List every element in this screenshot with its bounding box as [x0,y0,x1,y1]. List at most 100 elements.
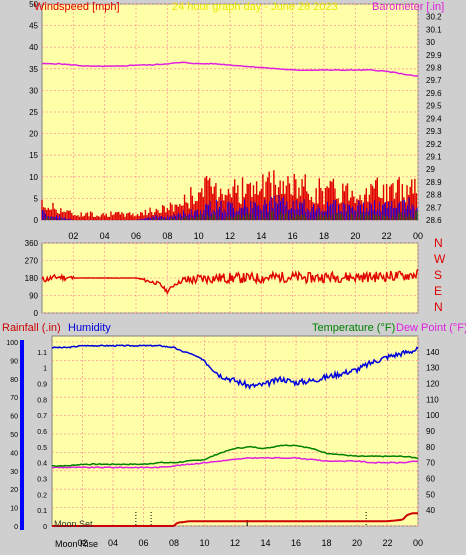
windspeed-tick: 25 [29,108,38,117]
barometer-tick: 29 [426,165,435,174]
barometer-axis-title: Barometer [.in] [372,1,444,13]
barometer-tick: 29.9 [426,51,442,60]
temperature-tick: 50 [426,490,435,499]
humidity-tick: 40 [10,450,18,457]
humidity-tick: 50 [10,432,18,439]
barometer-tick: 28.7 [426,203,442,212]
humidity-tick: 70 [10,395,18,402]
temperature-tick: 130 [426,364,440,373]
temperature-tick: 70 [426,459,435,468]
wind-x-tick-labels: 02 04 06 08 10 12 14 16 18 20 22 00 [68,231,423,241]
x-tick-label: 18 [319,231,329,241]
barometer-tick: 29.6 [426,89,442,98]
temperature-plot-area [51,335,419,527]
windspeed-tick: 40 [29,43,38,52]
temperature-tick-labels: 40 50 60 70 80 90 100 110 120 130 140 [426,348,440,515]
humidity-tick: 60 [10,414,18,421]
x-tick-label: 18 [321,538,331,548]
x-tick-label: 00 [413,538,423,548]
temperature-line [52,444,419,467]
humidity-tick: 90 [10,358,18,365]
rainfall-tick: 0.4 [37,461,47,468]
barometer-line [41,61,419,78]
barometer-tick: 29.1 [426,152,442,161]
rainfall-tick: 0.7 [37,413,47,420]
humidity-tick: 0 [14,524,18,531]
windspeed-tick: 35 [29,65,38,74]
x-tick-label: 06 [138,538,148,548]
barometer-tick: 30.1 [426,25,442,34]
x-tick-label: 12 [230,538,240,548]
rainfall-tick: 0.6 [37,429,47,436]
direction-tick: 180 [25,274,39,283]
humidity-tick: 100 [6,340,18,347]
chart-title: 24 hour graph day - June 28 2023 [172,1,338,13]
windspeed-tick: 20 [29,130,38,139]
dewpoint-axis-title: Dew Point (°F) [396,322,466,334]
direction-tick-labels: 0 90 180 270 360 [25,239,39,318]
moon-set-label: Moon Set [54,519,93,529]
compass-label: N [434,236,443,250]
humidity-tick-labels: 0 10 20 30 40 50 60 70 80 90 100 [6,340,18,531]
x-tick-label: 16 [291,538,301,548]
temperature-x-tick-labels: 02 04 06 08 10 12 14 16 18 20 22 00 [77,538,423,548]
rainfall-axis-title: Rainfall (.in) [2,322,61,334]
x-tick-label: 04 [108,538,118,548]
temperature-tick: 80 [426,443,435,452]
rainfall-tick: 0.1 [37,508,47,515]
compass-label: E [434,284,442,298]
temperature-tick: 40 [426,506,435,515]
windspeed-tick: 30 [29,86,38,95]
barometer-tick: 29.8 [426,64,442,73]
compass-label: S [434,268,442,282]
x-tick-label: 22 [382,231,392,241]
compass-label: N [434,300,443,314]
direction-tick: 90 [29,292,38,301]
temperature-tick: 140 [426,348,440,357]
x-tick-label: 10 [194,231,204,241]
dewpoint-line [51,456,419,469]
windspeed-tick: 50 [29,0,38,9]
x-tick-label: 10 [199,538,209,548]
rainfall-tick: 0.3 [37,477,47,484]
moon-rise-label: Moon Rise [55,539,98,549]
x-tick-label: 16 [288,231,298,241]
compass-label: W [434,252,446,266]
barometer-tick: 29.2 [426,140,442,149]
barometer-tick: 28.6 [426,216,442,225]
barometer-tick: 28.8 [426,191,442,200]
humidity-axis-bar [20,340,24,530]
barometer-tick: 30.2 [426,13,442,22]
x-tick-label: 14 [256,231,266,241]
barometer-tick: 30 [426,38,435,47]
barometer-tick: 29.7 [426,76,442,85]
humidity-tick: 10 [10,506,18,513]
temperature-tick: 60 [426,475,435,484]
x-tick-label: 12 [225,231,235,241]
rainfall-tick: 0 [43,524,47,531]
windspeed-tick: 10 [29,173,38,182]
humidity-axis-title: Humidity [68,322,111,334]
x-tick-label: 06 [131,231,141,241]
x-tick-label: 08 [169,538,179,548]
rainfall-tick: 0.8 [37,397,47,404]
humidity-tick: 20 [10,487,18,494]
rainfall-tick: 0.5 [37,445,47,452]
barometer-tick: 29.3 [426,127,442,136]
x-tick-label: 20 [350,231,360,241]
direction-tick: 0 [34,309,39,318]
x-tick-label: 04 [100,231,110,241]
barometer-tick: 29.4 [426,114,442,123]
temperature-tick: 110 [426,395,439,404]
x-tick-label: 00 [413,231,423,241]
windspeed-tick: 5 [34,194,39,203]
rainfall-tick: 1 [43,366,47,373]
windspeed-axis-title: Windspeed [mph] [34,1,120,13]
windspeed-tick: 0 [34,216,39,225]
humidity-tick: 80 [10,377,18,384]
barometer-tick: 28.9 [426,178,442,187]
